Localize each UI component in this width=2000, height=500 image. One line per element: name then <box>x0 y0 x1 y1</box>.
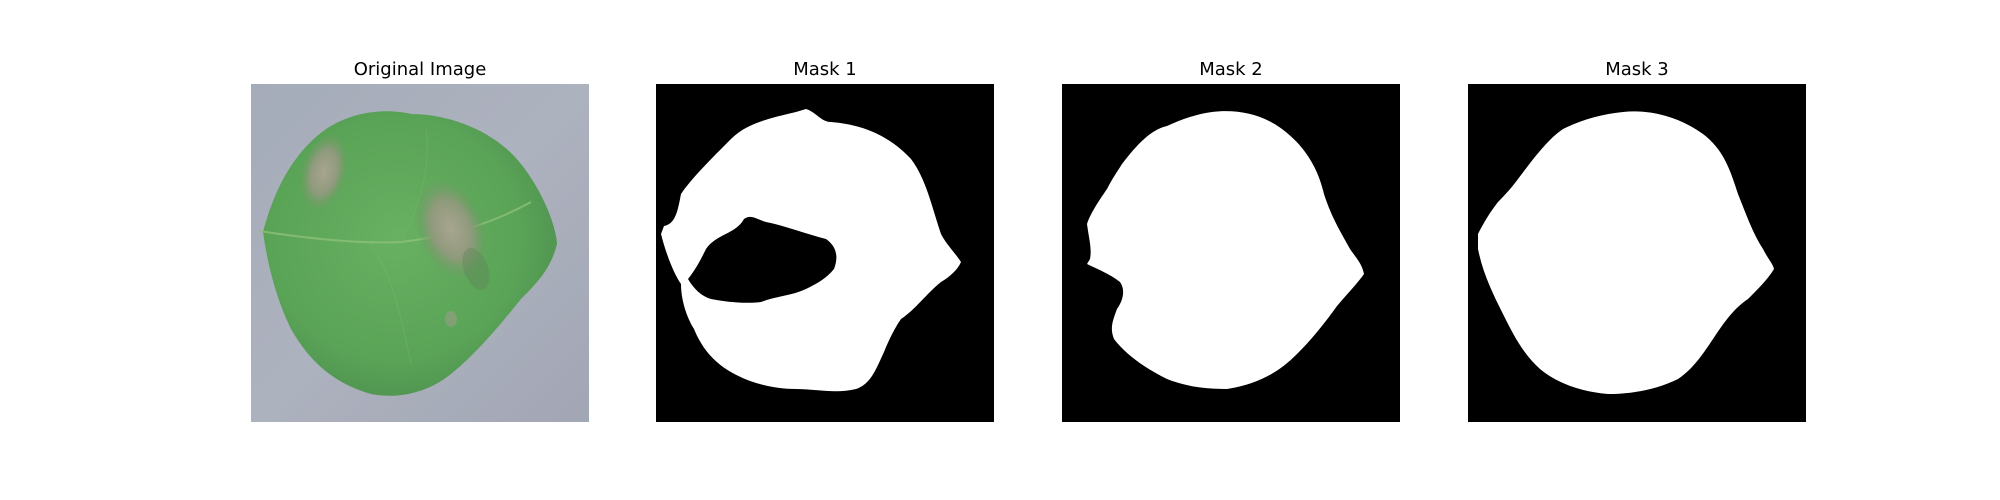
original-leaf-image <box>251 84 589 422</box>
panel-title-mask-1: Mask 1 <box>793 59 857 80</box>
mask-2-image <box>1062 84 1400 422</box>
panel-title-mask-3: Mask 3 <box>1605 59 1669 80</box>
panel-title-mask-2: Mask 2 <box>1199 59 1263 80</box>
mask-3-image <box>1468 84 1806 422</box>
mask-1-image <box>656 84 994 422</box>
panel-title-original-image: Original Image <box>353 59 487 80</box>
